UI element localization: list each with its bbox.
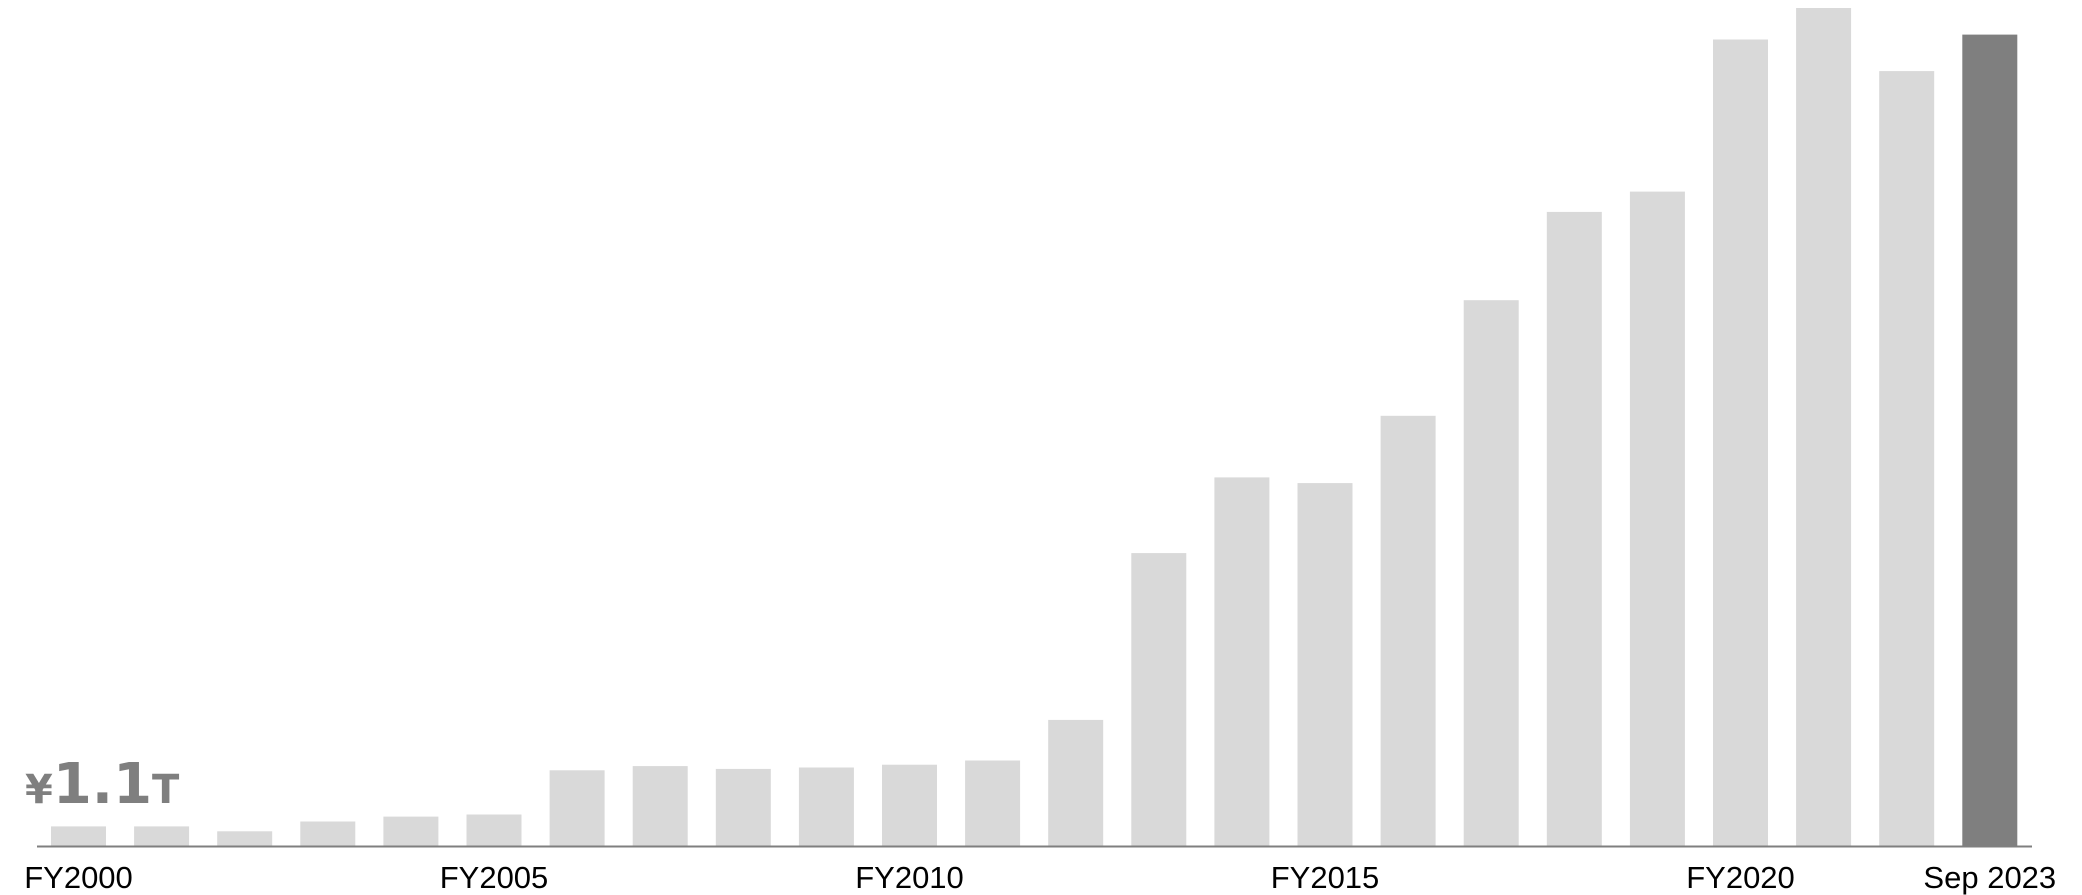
bar-fy2020: [1713, 39, 1768, 846]
total-value-label: ¥1.1T: [25, 757, 179, 813]
bar-fy2016: [1380, 415, 1436, 846]
bar-fy2010: [882, 764, 937, 846]
bar-fy2017: [1463, 300, 1519, 846]
bar-fy2018: [1546, 211, 1602, 846]
bar-fy2014: [1214, 477, 1270, 846]
bar-fy2003: [300, 821, 356, 846]
bar-fy2009: [798, 767, 854, 846]
bar-fy2022: [1879, 71, 1935, 847]
bar-fy2001: [134, 826, 190, 846]
bar-fy2015: [1297, 483, 1353, 846]
bar-fy2002: [217, 831, 273, 846]
value-unit: T: [152, 767, 180, 813]
value-currency: ¥: [25, 767, 53, 813]
bar-fy2000: [51, 826, 106, 846]
x-tick-label-fy2015: FY2015: [1270, 860, 1380, 895]
bar-fy2006: [549, 770, 605, 846]
x-tick-label-sep-2023: Sep 2023: [1923, 860, 2057, 895]
bar-fy2011: [965, 760, 1021, 846]
bar-fy2008: [715, 768, 771, 846]
value-number: 1.1: [52, 752, 153, 817]
x-tick-label-fy2020: FY2020: [1686, 860, 1795, 895]
bar-fy2012: [1048, 719, 1104, 846]
bar-fy2005: [466, 814, 522, 846]
x-tick-label-fy2000: FY2000: [24, 860, 133, 895]
bar-fy2007: [632, 766, 688, 846]
bar-fy2013: [1131, 553, 1187, 846]
x-tick-label-fy2010: FY2010: [855, 860, 964, 895]
bar-fy2021: [1796, 8, 1852, 846]
bar-fy2019: [1629, 191, 1685, 847]
bar-fy2004: [383, 816, 439, 846]
x-tick-label-fy2005: FY2005: [439, 860, 549, 895]
bar-sep-2023: [1962, 34, 2018, 847]
bars-group: [51, 8, 2018, 847]
